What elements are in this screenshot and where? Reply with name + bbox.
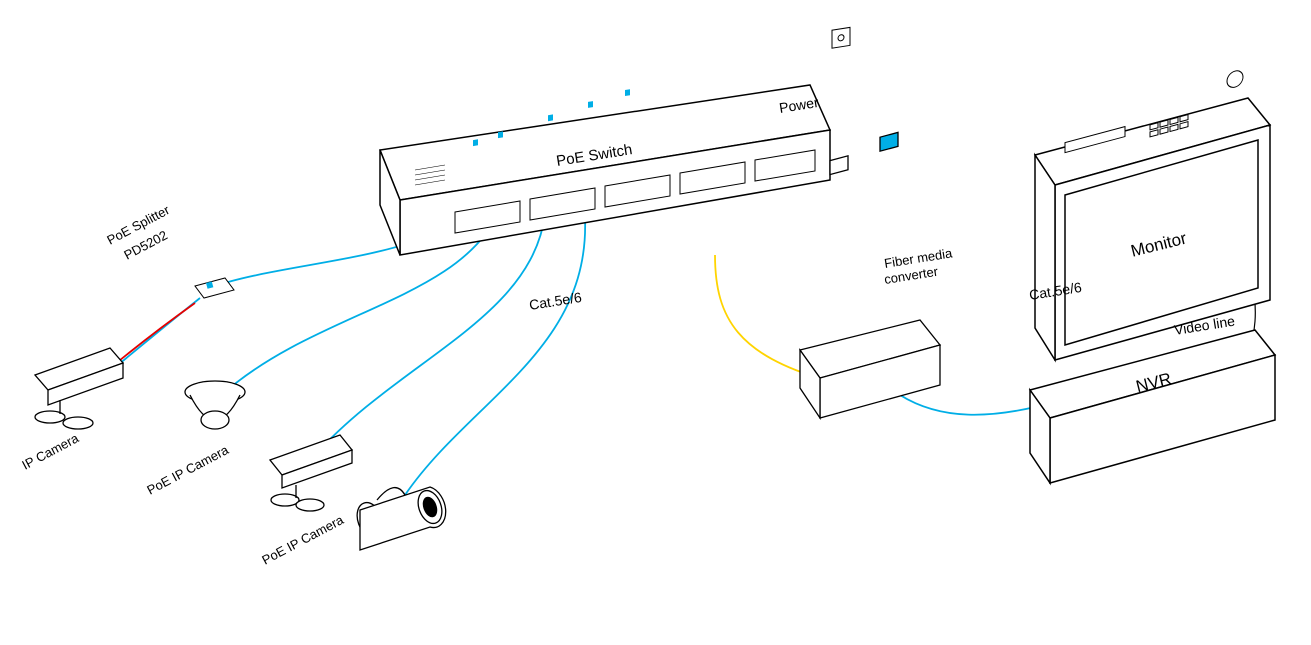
poe-switch-node: PoE Switch	[380, 85, 830, 255]
ip-camera-node: IP Camera	[19, 348, 123, 473]
box-camera-label: PoE IP Camera	[259, 512, 346, 568]
dome-camera-node: PoE IP Camera	[144, 381, 245, 498]
bullet-camera-node	[353, 487, 447, 550]
dome-camera-label: PoE IP Camera	[144, 442, 231, 498]
ip-camera-label: IP Camera	[19, 430, 81, 473]
cable-sw-to-box	[315, 215, 545, 455]
poe-splitter-node: PoE Splitter PD5202	[104, 202, 234, 298]
monitor-node: Monitor	[1035, 98, 1270, 360]
box-camera-node: PoE IP Camera	[259, 435, 352, 568]
cat5e-label-switch: Cat.5e/6	[528, 289, 583, 313]
power-outlet-node: Power	[778, 27, 850, 116]
